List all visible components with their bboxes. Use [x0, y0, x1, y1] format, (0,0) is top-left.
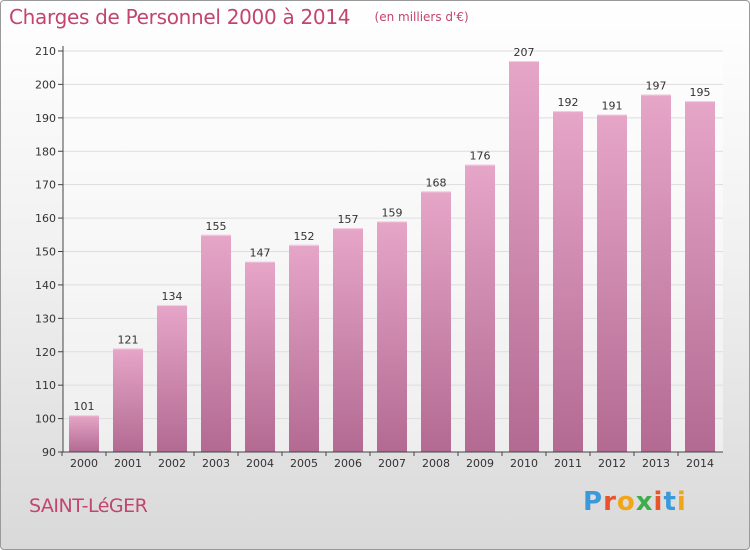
y-tick-label-90: 90 — [42, 446, 56, 459]
logo-letter: r — [603, 487, 617, 517]
chart-title: Charges de Personnel 2000 à 2014 (en mil… — [9, 5, 469, 29]
x-tick-label-2006: 2006 — [334, 457, 362, 470]
bar-2010 — [509, 61, 539, 453]
x-tick-label-2010: 2010 — [510, 457, 538, 470]
value-label-2012: 191 — [602, 99, 623, 112]
y-tick-label-160: 160 — [35, 212, 56, 225]
bar-2008 — [421, 191, 451, 452]
bar-2007 — [377, 221, 407, 452]
chart-title-text: Charges de Personnel 2000 à 2014 — [9, 5, 351, 29]
bar-2013 — [641, 94, 671, 453]
x-tick-label-2013: 2013 — [642, 457, 670, 470]
bar-2000 — [69, 415, 99, 452]
bar-2003 — [201, 234, 231, 452]
y-tick-label-140: 140 — [35, 279, 56, 292]
y-tick-label-210: 210 — [35, 45, 56, 58]
bar-2011 — [553, 111, 583, 453]
x-tick-label-2000: 2000 — [70, 457, 98, 470]
x-tick-label-2001: 2001 — [114, 457, 142, 470]
value-label-2001: 121 — [118, 333, 139, 346]
axes: 90 100 110 120 130 140 150 160 170 180 190 200 210 20… — [35, 45, 723, 470]
value-label-2004: 147 — [250, 247, 271, 260]
value-label-2000: 101 — [74, 400, 95, 413]
logo-letter: t — [663, 487, 677, 517]
logo-letter: o — [616, 487, 636, 517]
y-tick-label-100: 100 — [35, 413, 56, 426]
bar-2012 — [597, 114, 627, 452]
x-tick-label-2004: 2004 — [246, 457, 274, 470]
value-label-2003: 155 — [206, 220, 227, 233]
y-tick-label-170: 170 — [35, 179, 56, 192]
y-tick-label-130: 130 — [35, 312, 56, 325]
value-label-2014: 195 — [690, 86, 711, 99]
x-tick-label-2002: 2002 — [158, 457, 186, 470]
bar-2014 — [685, 101, 715, 452]
value-label-2006: 157 — [338, 213, 359, 226]
value-label-2005: 152 — [294, 230, 315, 243]
bars: 101 121 134 155 147 152 157 159 168 176 207 192 191 1… — [69, 46, 715, 453]
bar-2001 — [113, 348, 143, 452]
logo-letter: x — [635, 487, 654, 517]
value-label-2011: 192 — [558, 96, 579, 109]
y-tick-label-150: 150 — [35, 246, 56, 259]
proxiti-logo[interactable]: Proxiti — [583, 487, 687, 517]
value-label-2008: 168 — [426, 176, 447, 189]
y-tick-label-200: 200 — [35, 78, 56, 91]
location-name: SAINT-LéGER — [29, 495, 148, 517]
value-label-2002: 134 — [162, 290, 183, 303]
bar-2009 — [465, 164, 495, 452]
bar-2006 — [333, 228, 363, 452]
y-tick-label-110: 110 — [35, 379, 56, 392]
x-tick-label-2008: 2008 — [422, 457, 450, 470]
x-tick-label-2005: 2005 — [290, 457, 318, 470]
bar-2002 — [157, 304, 187, 452]
x-tick-label-2012: 2012 — [598, 457, 626, 470]
y-tick-label-180: 180 — [35, 145, 56, 158]
y-tick-label-190: 190 — [35, 112, 56, 125]
logo-letter: i — [653, 487, 664, 517]
x-tick-label-2011: 2011 — [554, 457, 582, 470]
value-label-2010: 207 — [514, 46, 535, 59]
value-label-2013: 197 — [646, 79, 667, 92]
x-tick-label-2003: 2003 — [202, 457, 230, 470]
x-tick-label-2007: 2007 — [378, 457, 406, 470]
chart-unit-note: (en milliers d'€) — [374, 10, 469, 24]
x-tick-label-2009: 2009 — [466, 457, 494, 470]
bar-2004 — [245, 261, 275, 452]
x-tick-label-2014: 2014 — [686, 457, 714, 470]
bar-2005 — [289, 244, 319, 452]
logo-letter: P — [583, 487, 604, 517]
value-label-2007: 159 — [382, 206, 403, 219]
value-label-2009: 176 — [470, 150, 491, 163]
y-tick-label-120: 120 — [35, 346, 56, 359]
logo-letter: i — [676, 487, 687, 517]
